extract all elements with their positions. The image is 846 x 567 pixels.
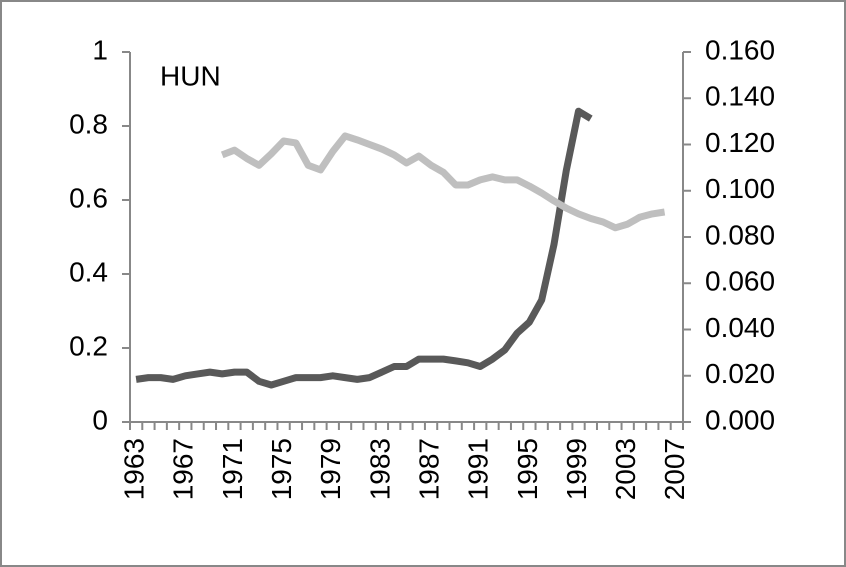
y2-tick-label: 0.000: [705, 404, 775, 435]
y2-tick-label: 0.100: [705, 173, 775, 204]
y-tick-label: 1: [92, 34, 108, 65]
x-tick-label: 2007: [659, 438, 690, 500]
x-tick-label: 1991: [463, 438, 494, 500]
x-tick-label: 1963: [119, 438, 150, 500]
x-tick-label: 1983: [364, 438, 395, 500]
x-tick-label: 1967: [168, 438, 199, 500]
y-tick-label: 0.8: [69, 108, 108, 139]
y2-tick-label: 0.080: [705, 219, 775, 250]
x-tick-label: 1987: [413, 438, 444, 500]
annotation: HUN: [160, 60, 221, 91]
y2-tick-label: 0.020: [705, 358, 775, 389]
y2-tick-label: 0.140: [705, 81, 775, 112]
y-tick-label: 0.6: [69, 182, 108, 213]
y2-tick-label: 0.060: [705, 266, 775, 297]
series-line: [220, 132, 666, 232]
series-line: [135, 107, 593, 389]
x-tick-label: 1999: [561, 438, 592, 500]
x-tick-label: 2003: [610, 438, 641, 500]
y-tick-label: 0.2: [69, 330, 108, 361]
x-tick-label: 1995: [512, 438, 543, 500]
y2-tick-label: 0.040: [705, 312, 775, 343]
x-tick-label: 1979: [315, 438, 346, 500]
y2-tick-label: 0.160: [705, 34, 775, 65]
y-tick-label: 0.4: [69, 256, 108, 287]
x-tick-label: 1971: [217, 438, 248, 500]
y-tick-label: 0: [92, 404, 108, 435]
x-tick-label: 1975: [266, 438, 297, 500]
y2-tick-label: 0.120: [705, 127, 775, 158]
